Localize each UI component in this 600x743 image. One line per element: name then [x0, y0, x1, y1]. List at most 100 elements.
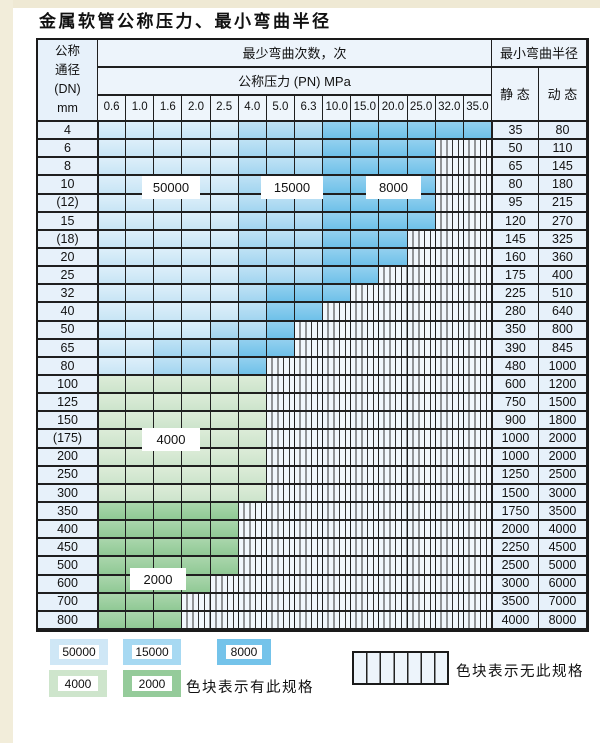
spec-cell — [294, 267, 324, 286]
static-value: 600 — [491, 375, 539, 395]
spec-cell — [98, 448, 127, 467]
pressure-col-header: 10.0 — [323, 96, 352, 122]
dn-cell: 32 — [38, 285, 98, 304]
spec-cell — [266, 484, 295, 503]
spec-cell — [294, 539, 324, 558]
nominal-pressure-header: 公称压力 (PN) MPa — [98, 68, 492, 96]
spec-cell — [238, 557, 267, 576]
static-column-header: 静 态 — [491, 68, 539, 122]
static-value: 1750 — [491, 502, 539, 522]
static-value: 50 — [491, 140, 539, 159]
spec-cell — [463, 412, 492, 431]
spec-cell — [463, 194, 492, 213]
spec-cell — [182, 448, 211, 467]
spec-cell — [266, 230, 295, 249]
spec-cell — [323, 502, 352, 522]
spec-cell — [351, 466, 380, 485]
static-value: 280 — [491, 303, 539, 322]
spec-cell — [435, 176, 464, 195]
spec-cell — [98, 321, 127, 340]
legend-box-2000: 2000 — [123, 670, 181, 697]
dn-cell: 6 — [38, 140, 98, 159]
spec-cell — [294, 122, 324, 141]
spec-cell — [323, 412, 352, 431]
spec-cell — [323, 267, 352, 286]
spec-cell — [463, 575, 492, 594]
spec-cell — [266, 194, 295, 213]
spec-cell — [210, 158, 239, 177]
spec-cell — [323, 557, 352, 576]
spec-cell — [266, 593, 295, 612]
static-value: 750 — [491, 394, 539, 413]
spec-cell — [463, 176, 492, 195]
spec-cell — [435, 430, 464, 449]
spec-cell — [182, 267, 211, 286]
static-value: 175 — [491, 267, 539, 286]
spec-cell — [126, 611, 155, 630]
dn-cell: 15 — [38, 212, 98, 231]
static-value: 350 — [491, 321, 539, 340]
spec-cell — [323, 122, 352, 141]
spec-cell — [463, 484, 492, 503]
dn-cell: 20 — [38, 248, 98, 268]
pressure-col-header: 20.0 — [379, 96, 408, 122]
static-value: 1000 — [491, 430, 539, 449]
spec-cell — [463, 611, 492, 630]
spec-cell — [463, 303, 492, 322]
spec-cell — [154, 357, 183, 376]
spec-cell — [435, 194, 464, 213]
spec-cell — [351, 611, 380, 630]
region-label-4000: 4000 — [142, 428, 200, 451]
dynamic-column-header: 动 态 — [538, 68, 587, 122]
spec-cell — [126, 357, 155, 376]
spec-cell — [463, 339, 492, 358]
dn-cell: 150 — [38, 412, 98, 431]
spec-cell — [98, 557, 127, 576]
dn-cell: 80 — [38, 357, 98, 376]
spec-cell — [351, 375, 380, 395]
legend-no-spec-swatch — [352, 651, 449, 685]
spec-cell — [238, 502, 267, 522]
spec-cell — [210, 593, 239, 612]
spec-cell — [98, 176, 127, 195]
spec-cell — [435, 557, 464, 576]
spec-cell — [294, 557, 324, 576]
spec-cell — [379, 122, 408, 141]
spec-cell — [154, 321, 183, 340]
spec-cell — [210, 484, 239, 503]
spec-cell — [126, 285, 155, 304]
spec-cell — [407, 140, 436, 159]
spec-cell — [379, 194, 408, 213]
spec-cell — [154, 230, 183, 249]
spec-cell — [182, 502, 211, 522]
spec-cell — [238, 539, 267, 558]
spec-cell — [379, 357, 408, 376]
spec-cell — [294, 357, 324, 376]
spec-cell — [351, 484, 380, 503]
spec-cell — [98, 375, 127, 395]
dn-cell: 300 — [38, 484, 98, 503]
static-value: 2000 — [491, 521, 539, 540]
static-value: 3000 — [491, 575, 539, 594]
spec-cell — [98, 248, 127, 268]
spec-cell — [238, 285, 267, 304]
spec-cell — [407, 339, 436, 358]
spec-cell — [435, 212, 464, 231]
spec-cell — [182, 339, 211, 358]
dn-cell: 250 — [38, 466, 98, 485]
dynamic-value: 7000 — [538, 593, 587, 612]
spec-cell — [294, 375, 324, 395]
dynamic-value: 1500 — [538, 394, 587, 413]
spec-cell — [154, 593, 183, 612]
spec-cell — [266, 521, 295, 540]
spec-cell — [238, 448, 267, 467]
spec-cell — [463, 593, 492, 612]
region-label-15000: 15000 — [261, 176, 323, 199]
static-value: 1000 — [491, 448, 539, 467]
spec-cell — [407, 230, 436, 249]
spec-cell — [463, 212, 492, 231]
spec-cell — [126, 412, 155, 431]
spec-cell — [98, 430, 127, 449]
legend-box-50000: 50000 — [50, 639, 108, 665]
spec-cell — [351, 593, 380, 612]
